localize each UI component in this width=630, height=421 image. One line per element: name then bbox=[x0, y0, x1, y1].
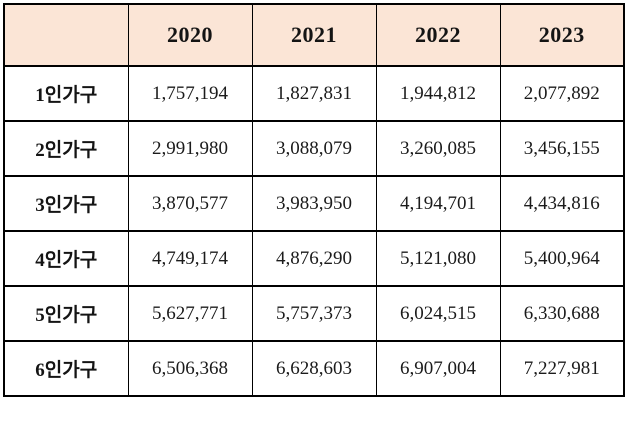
data-cell: 6,506,368 bbox=[127, 340, 253, 397]
data-cell: 2,991,980 bbox=[127, 120, 253, 177]
table-row: 4인가구 4,749,174 4,876,290 5,121,080 5,400,964 bbox=[3, 230, 625, 287]
data-cell: 4,749,174 bbox=[127, 230, 253, 287]
data-cell: 2,077,892 bbox=[499, 65, 625, 122]
row-label-cell: 5인가구 bbox=[3, 285, 129, 342]
table-row: 6인가구 6,506,368 6,628,603 6,907,004 7,227,981 bbox=[3, 340, 625, 397]
row-label-cell: 1인가구 bbox=[3, 65, 129, 122]
data-cell: 3,088,079 bbox=[251, 120, 377, 177]
table-row: 3인가구 3,870,577 3,983,950 4,194,701 4,434,816 bbox=[3, 175, 625, 232]
data-cell: 4,434,816 bbox=[499, 175, 625, 232]
header-cell-year-2022: 2022 bbox=[375, 3, 501, 67]
data-cell: 3,456,155 bbox=[499, 120, 625, 177]
header-cell-year-2021: 2021 bbox=[251, 3, 377, 67]
data-cell: 5,627,771 bbox=[127, 285, 253, 342]
data-cell: 5,400,964 bbox=[499, 230, 625, 287]
header-cell-corner bbox=[3, 3, 129, 67]
data-cell: 6,907,004 bbox=[375, 340, 501, 397]
data-cell: 6,330,688 bbox=[499, 285, 625, 342]
data-cell: 6,024,515 bbox=[375, 285, 501, 342]
header-row: 2020 2021 2022 2023 bbox=[3, 3, 625, 67]
data-cell: 3,983,950 bbox=[251, 175, 377, 232]
data-cell: 5,757,373 bbox=[251, 285, 377, 342]
table-row: 1인가구 1,757,194 1,827,831 1,944,812 2,077,892 bbox=[3, 65, 625, 122]
data-cell: 4,876,290 bbox=[251, 230, 377, 287]
table-body: 1인가구 1,757,194 1,827,831 1,944,812 2,077,892… bbox=[3, 65, 625, 397]
table-header: 2020 2021 2022 2023 bbox=[3, 3, 625, 67]
data-cell: 5,121,080 bbox=[375, 230, 501, 287]
row-label-cell: 3인가구 bbox=[3, 175, 129, 232]
header-cell-year-2023: 2023 bbox=[499, 3, 625, 67]
table-row: 2인가구 2,991,980 3,088,079 3,260,085 3,456,155 bbox=[3, 120, 625, 177]
row-label-cell: 2인가구 bbox=[3, 120, 129, 177]
household-year-table: 2020 2021 2022 2023 1인가구 1,757,194 1,827,831 1… bbox=[3, 3, 625, 397]
row-label-cell: 4인가구 bbox=[3, 230, 129, 287]
data-cell: 1,757,194 bbox=[127, 65, 253, 122]
header-cell-year-2020: 2020 bbox=[127, 3, 253, 67]
row-label-cell: 6인가구 bbox=[3, 340, 129, 397]
data-cell: 7,227,981 bbox=[499, 340, 625, 397]
data-cell: 3,870,577 bbox=[127, 175, 253, 232]
data-cell: 1,827,831 bbox=[251, 65, 377, 122]
data-cell: 4,194,701 bbox=[375, 175, 501, 232]
data-cell: 1,944,812 bbox=[375, 65, 501, 122]
data-cell: 3,260,085 bbox=[375, 120, 501, 177]
data-cell: 6,628,603 bbox=[251, 340, 377, 397]
table-row: 5인가구 5,627,771 5,757,373 6,024,515 6,330,688 bbox=[3, 285, 625, 342]
